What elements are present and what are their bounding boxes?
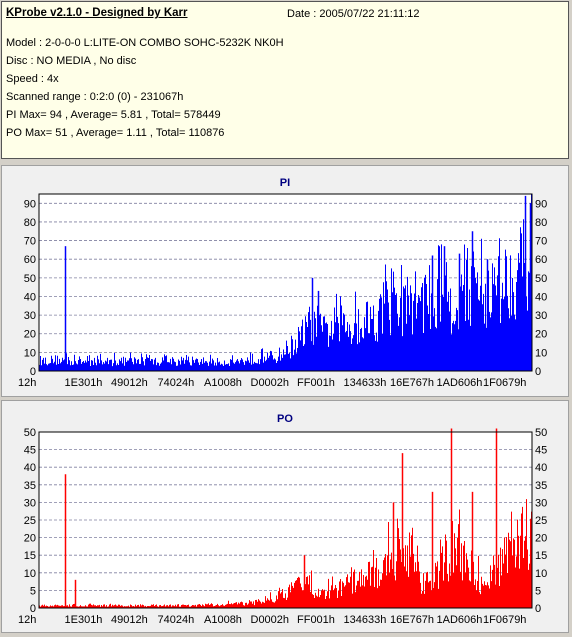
y-tick-label-right: 90 [535,198,547,210]
scanned-range-line: Scanned range : 0:2:0 (0) - 231067h [6,91,184,103]
y-tick-label-right: 40 [535,462,547,474]
pi-chart-panel: PI 0 0 10 10 20 20 30 30 40 40 50 50 60 60 70 70 80 80 90 90… [1,165,569,397]
y-tick-label-left: 30 [24,310,36,322]
y-tick-label-right: 40 [535,291,547,303]
y-tick-label-right: 0 [535,366,541,378]
y-tick-label-right: 30 [535,497,547,509]
scan-date: Date : 2005/07/22 21:11:12 [287,8,420,20]
x-tick-label: 74024h [158,614,195,626]
model-line: Model : 2-0-0-0 L:LITE-ON COMBO SOHC-523… [6,37,284,49]
x-tick-label: 49012h [111,614,148,626]
y-tick-label-right: 10 [535,568,547,580]
x-tick-label: 1AD606h [437,377,483,389]
y-tick-label-right: 50 [535,427,547,439]
x-tick-label: 1F0679h [483,377,526,389]
y-tick-label-right: 80 [535,217,547,229]
x-tick-label: D0002h [251,614,290,626]
speed-line: Speed : 4x [6,73,59,85]
x-tick-label: A1008h [204,377,242,389]
y-tick-label-left: 20 [24,533,36,545]
y-tick-label-right: 5 [535,585,541,597]
y-tick-label-left: 10 [24,347,36,359]
y-tick-label-right: 30 [535,310,547,322]
x-tick-label: 134633h [344,614,387,626]
y-tick-label-right: 20 [535,533,547,545]
x-tick-label: 74024h [158,377,195,389]
y-tick-label-right: 70 [535,236,547,248]
x-tick-label: 1E301h [65,377,103,389]
x-tick-label: 16E767h [390,377,434,389]
pi-chart: PI 0 0 10 10 20 20 30 30 40 40 50 50 60 60 70 70 80 80 90 90… [18,177,547,389]
x-tick-label: 1F0679h [483,614,526,626]
y-tick-label-left: 50 [24,273,36,285]
po-stats-line: PO Max= 51 , Average= 1.11 , Total= 1108… [6,127,225,139]
y-tick-label-right: 15 [535,550,547,562]
chart-title: PI [280,177,290,189]
y-tick-label-left: 35 [24,480,36,492]
x-tick-label: D0002h [251,377,290,389]
x-tick-label: 16E767h [390,614,434,626]
y-tick-label-left: 10 [24,568,36,580]
y-tick-label-right: 20 [535,329,547,341]
x-tick-label: 49012h [111,377,148,389]
y-tick-label-left: 15 [24,550,36,562]
chart-title: PO [277,413,293,425]
data-bars [39,428,532,608]
y-tick-label-left: 40 [24,462,36,474]
y-tick-label-left: 0 [30,603,36,615]
x-tick-label: FF001h [297,377,335,389]
y-tick-label-left: 25 [24,515,36,527]
y-tick-label-left: 60 [24,254,36,266]
y-tick-label-left: 40 [24,291,36,303]
y-tick-label-left: 45 [24,445,36,457]
y-tick-label-left: 30 [24,497,36,509]
x-tick-label: 1AD606h [437,614,483,626]
po-chart: PO 0 0 5 5 10 10 15 15 20 20 25 25 30 30 35 35 40 40 45 45 50… [18,413,547,626]
y-tick-label-right: 50 [535,273,547,285]
plot-border [38,193,533,372]
x-tick-label: 1E301h [65,614,103,626]
y-tick-label-left: 20 [24,329,36,341]
y-tick-label-left: 80 [24,217,36,229]
y-tick-label-left: 0 [30,366,36,378]
x-tick-label: 134633h [344,377,387,389]
disc-line: Disc : NO MEDIA , No disc [6,55,137,67]
y-tick-label-right: 10 [535,347,547,359]
y-tick-label-left: 50 [24,427,36,439]
po-chart-panel: PO 0 0 5 5 10 10 15 15 20 20 25 25 30 30 35 35 40 40 45 45 50… [1,400,569,633]
app-title: KProbe v2.1.0 - Designed by Karr [6,7,188,19]
y-tick-label-right: 60 [535,254,547,266]
y-tick-label-left: 5 [30,585,36,597]
plot-border [38,431,533,609]
y-tick-label-right: 35 [535,480,547,492]
y-tick-label-right: 25 [535,515,547,527]
x-tick-label: FF001h [297,614,335,626]
x-tick-label: 12h [18,377,36,389]
x-tick-label: A1008h [204,614,242,626]
y-tick-label-right: 0 [535,603,541,615]
y-tick-label-right: 45 [535,445,547,457]
info-panel: KProbe v2.1.0 - Designed by Karr Date : … [1,1,569,159]
y-tick-label-left: 70 [24,236,36,248]
x-tick-label: 12h [18,614,36,626]
y-tick-label-left: 90 [24,198,36,210]
pi-stats-line: PI Max= 94 , Average= 5.81 , Total= 5784… [6,109,221,121]
